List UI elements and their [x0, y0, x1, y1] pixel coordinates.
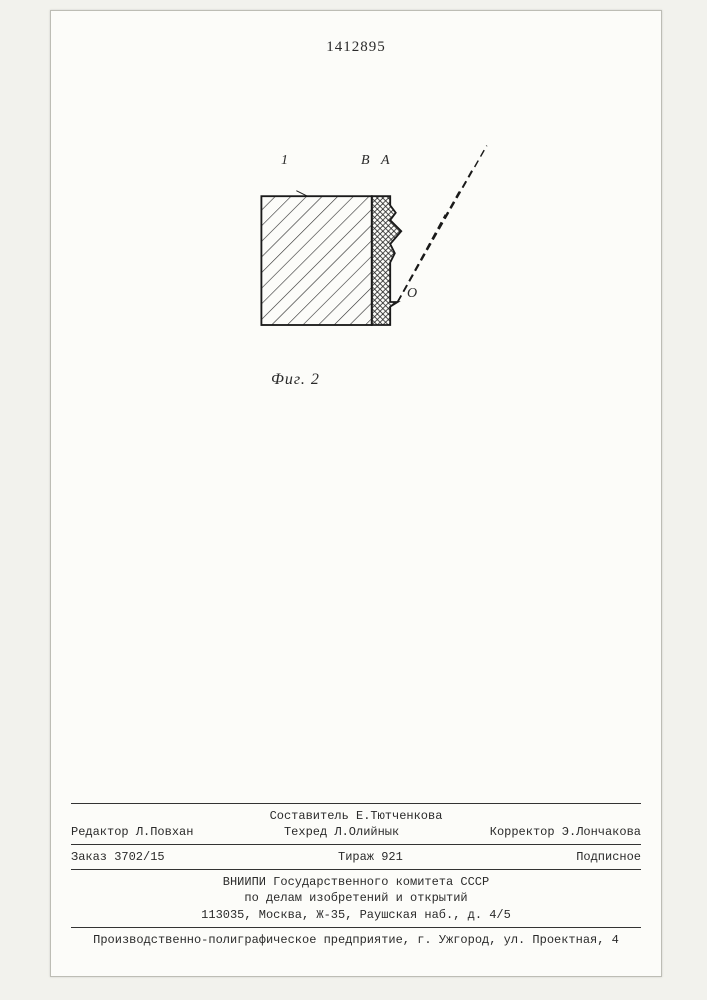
org-line-1: ВНИИПИ Государственного комитета СССР	[71, 874, 641, 890]
editor-name: Л.Повхан	[136, 825, 194, 839]
printer-line: Производственно-полиграфическое предприя…	[71, 932, 641, 948]
techred-label: Техред	[284, 825, 327, 839]
org-address: 113035, Москва, Ж-35, Раушская наб., д. …	[71, 907, 641, 923]
label-A: A	[381, 153, 390, 169]
techred-name: Л.Олийнык	[334, 825, 399, 839]
corrector-label: Корректор	[490, 825, 555, 839]
figure-caption: Фиг. 2	[271, 371, 320, 389]
techred-cell: Техред Л.Олийнык	[284, 824, 399, 840]
divider	[71, 927, 641, 928]
label-B: B	[361, 153, 370, 169]
divider	[71, 869, 641, 870]
page: 1412895 1 B A O Фиг. 2 Составитель Е.Тют…	[50, 10, 662, 977]
order-number: Заказ 3702/15	[71, 849, 165, 865]
tirazh: Тираж 921	[338, 849, 403, 865]
org-line-2: по делам изобретений и открытий	[71, 890, 641, 906]
figure-2: 1 B A O	[221, 141, 541, 391]
order-row: Заказ 3702/15 Тираж 921 Подписное	[71, 849, 641, 865]
label-O: O	[407, 286, 417, 302]
corrector-cell: Корректор Э.Лончакова	[490, 824, 641, 840]
corrector-name: Э.Лончакова	[562, 825, 641, 839]
editor-cell: Редактор Л.Повхан	[71, 824, 193, 840]
label-1: 1	[281, 153, 288, 169]
divider	[71, 844, 641, 845]
divider	[71, 803, 641, 804]
editor-label: Редактор	[71, 825, 129, 839]
figure-svg	[221, 141, 541, 371]
compiler-line: Составитель Е.Тютченкова	[71, 808, 641, 824]
staff-row: Редактор Л.Повхан Техред Л.Олийнык Корре…	[71, 824, 641, 840]
footer-block: Составитель Е.Тютченкова Редактор Л.Повх…	[71, 799, 641, 948]
subscription: Подписное	[576, 849, 641, 865]
patent-number: 1412895	[51, 39, 661, 56]
